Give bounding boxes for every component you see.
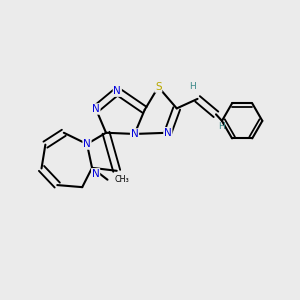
Text: N: N [131, 129, 138, 139]
Text: N: N [83, 139, 91, 149]
Text: S: S [155, 82, 162, 92]
Text: H: H [219, 122, 225, 131]
Text: N: N [92, 169, 100, 179]
Text: N: N [92, 104, 100, 114]
Text: CH₃: CH₃ [114, 175, 129, 184]
Text: N: N [164, 128, 172, 138]
Text: H: H [189, 82, 196, 91]
Text: N: N [113, 86, 121, 96]
